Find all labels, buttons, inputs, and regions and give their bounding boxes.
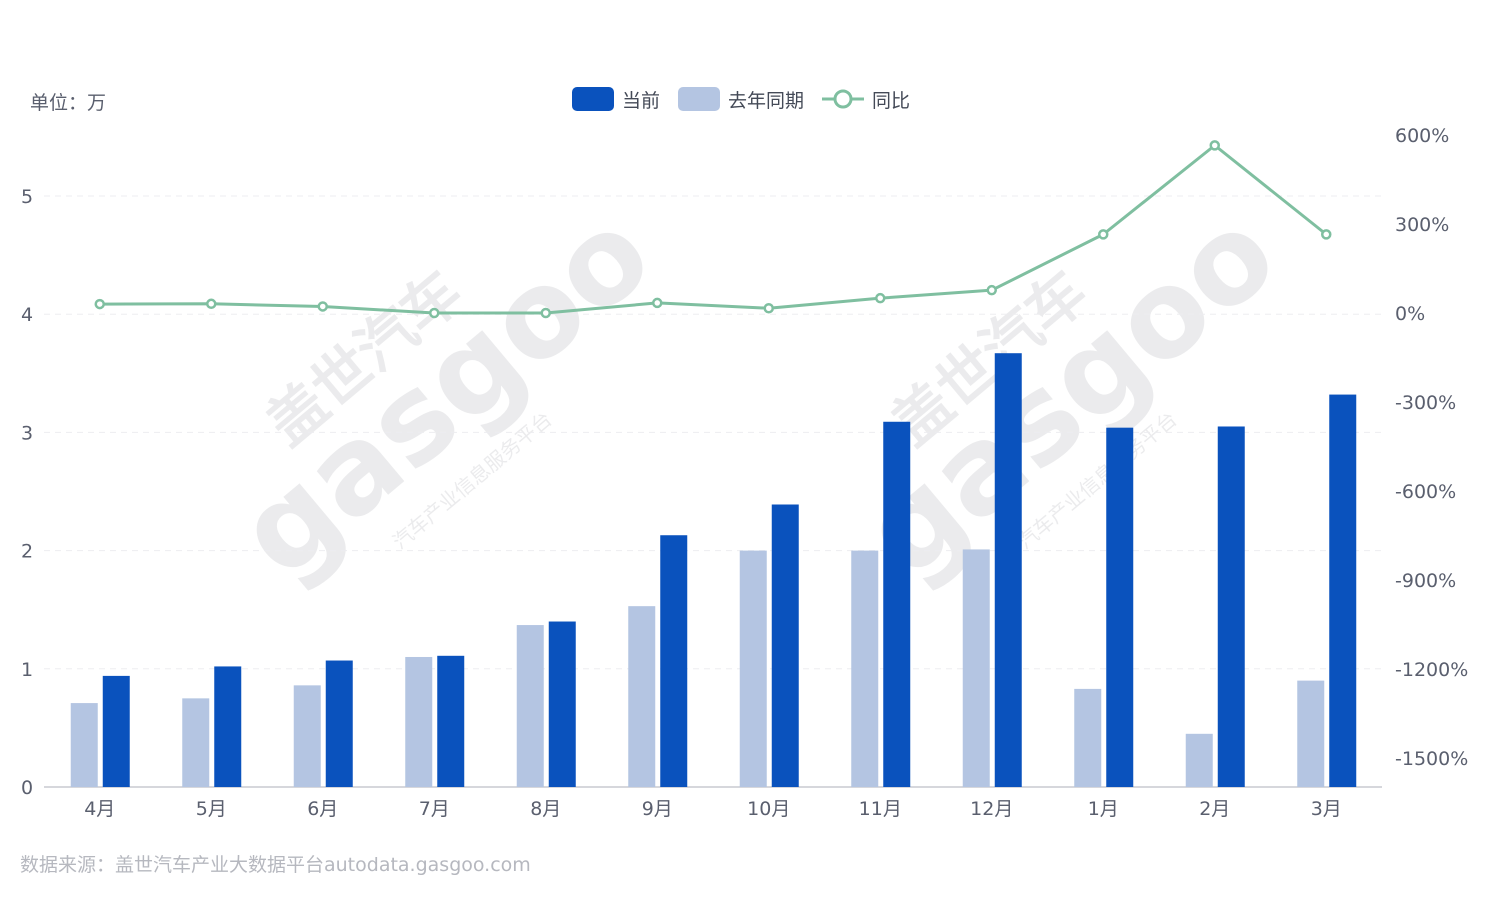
yoy-point[interactable] (540, 307, 551, 319)
unit-label: 单位：万 (30, 92, 107, 114)
source-note: 数据来源：盖世汽车产业大数据平台autodata.gasgoo.com (20, 854, 531, 876)
bar-current[interactable] (1329, 394, 1357, 787)
bar-current[interactable] (1106, 427, 1134, 787)
legend-label-current: 当前 (622, 89, 661, 112)
bar-last-year[interactable] (293, 685, 321, 787)
left-axis-tick-label: 5 (21, 186, 33, 208)
x-axis-tick-label: 4月 (84, 798, 115, 820)
bar-last-year[interactable] (739, 550, 767, 787)
right-axis-tick-label: -1500% (1395, 748, 1468, 770)
x-axis-tick-label: 12月 (970, 798, 1013, 820)
right-axis-tick-label: 300% (1395, 214, 1449, 236)
yoy-point[interactable] (875, 292, 886, 304)
right-axis-tick-label: -600% (1395, 481, 1456, 503)
yoy-point[interactable] (94, 298, 105, 310)
x-axis-tick-label: 1月 (1088, 798, 1119, 820)
right-axis-tick-label: 0% (1395, 303, 1425, 325)
left-axis-tick-label: 0 (21, 777, 33, 799)
left-axis-tick-label: 2 (21, 541, 33, 563)
yoy-point[interactable] (1209, 140, 1220, 151)
legend-swatch-yoy (822, 89, 865, 109)
yoy-point[interactable] (206, 298, 217, 310)
bar-current[interactable] (883, 421, 911, 787)
bar-current[interactable] (102, 675, 130, 787)
bar-last-year[interactable] (962, 549, 990, 787)
yoy-point[interactable] (763, 303, 774, 314)
bar-current[interactable] (660, 535, 688, 787)
x-axis-tick-label: 6月 (307, 798, 338, 820)
x-axis-tick-label: 8月 (530, 798, 561, 820)
right-axis-tick-label: -1200% (1395, 659, 1468, 681)
yoy-point[interactable] (429, 307, 440, 319)
bar-current[interactable] (437, 655, 465, 787)
right-axis-tick-label: -300% (1395, 392, 1456, 414)
right-axis-tick-label: -900% (1395, 570, 1456, 592)
legend-item-current[interactable]: 当前 (572, 86, 660, 113)
x-axis-tick-label: 10月 (747, 798, 790, 820)
legend-swatch-current (572, 87, 614, 111)
bar-last-year[interactable] (516, 625, 544, 787)
x-axis-tick-label: 9月 (642, 798, 673, 820)
right-axis-tick-label: 600% (1395, 125, 1449, 147)
legend-item-yoy[interactable]: 同比 (822, 86, 910, 113)
legend-item-last-year[interactable]: 去年同期 (678, 86, 804, 113)
left-axis-tick-label: 3 (21, 422, 33, 444)
left-axis-tick-label: 1 (21, 659, 33, 681)
bar-current[interactable] (548, 621, 576, 787)
yoy-point[interactable] (652, 297, 663, 309)
bar-last-year[interactable] (1297, 680, 1325, 787)
bar-current[interactable] (994, 353, 1022, 787)
legend-swatch-last-year (678, 87, 721, 111)
legend-label-last-year: 去年同期 (728, 89, 805, 112)
bar-current[interactable] (214, 666, 242, 787)
x-axis-tick-label: 11月 (859, 798, 902, 820)
bar-last-year[interactable] (182, 698, 210, 787)
yoy-point[interactable] (1321, 229, 1332, 240)
x-axis-tick-label: 7月 (419, 798, 450, 820)
chart-legend: 当前 去年同期 同比 (572, 84, 928, 114)
bar-last-year[interactable] (1074, 688, 1102, 787)
yoy-point[interactable] (1098, 229, 1109, 240)
bar-last-year[interactable] (851, 550, 879, 787)
bar-last-year[interactable] (1185, 733, 1213, 787)
left-axis-tick-label: 4 (21, 304, 33, 326)
bar-last-year[interactable] (628, 606, 656, 787)
bar-current[interactable] (1217, 426, 1245, 787)
bar-current[interactable] (771, 504, 799, 787)
x-axis-tick-label: 3月 (1311, 798, 1342, 820)
bar-last-year[interactable] (70, 703, 98, 787)
yoy-line (99, 143, 1328, 315)
x-axis-tick-label: 2月 (1199, 798, 1230, 820)
x-axis-tick-label: 5月 (196, 798, 227, 820)
legend-label-yoy: 同比 (872, 89, 911, 112)
bar-current[interactable] (325, 660, 353, 787)
yoy-point[interactable] (317, 301, 328, 312)
bar-last-year[interactable] (405, 656, 433, 787)
yoy-point[interactable] (986, 284, 997, 296)
